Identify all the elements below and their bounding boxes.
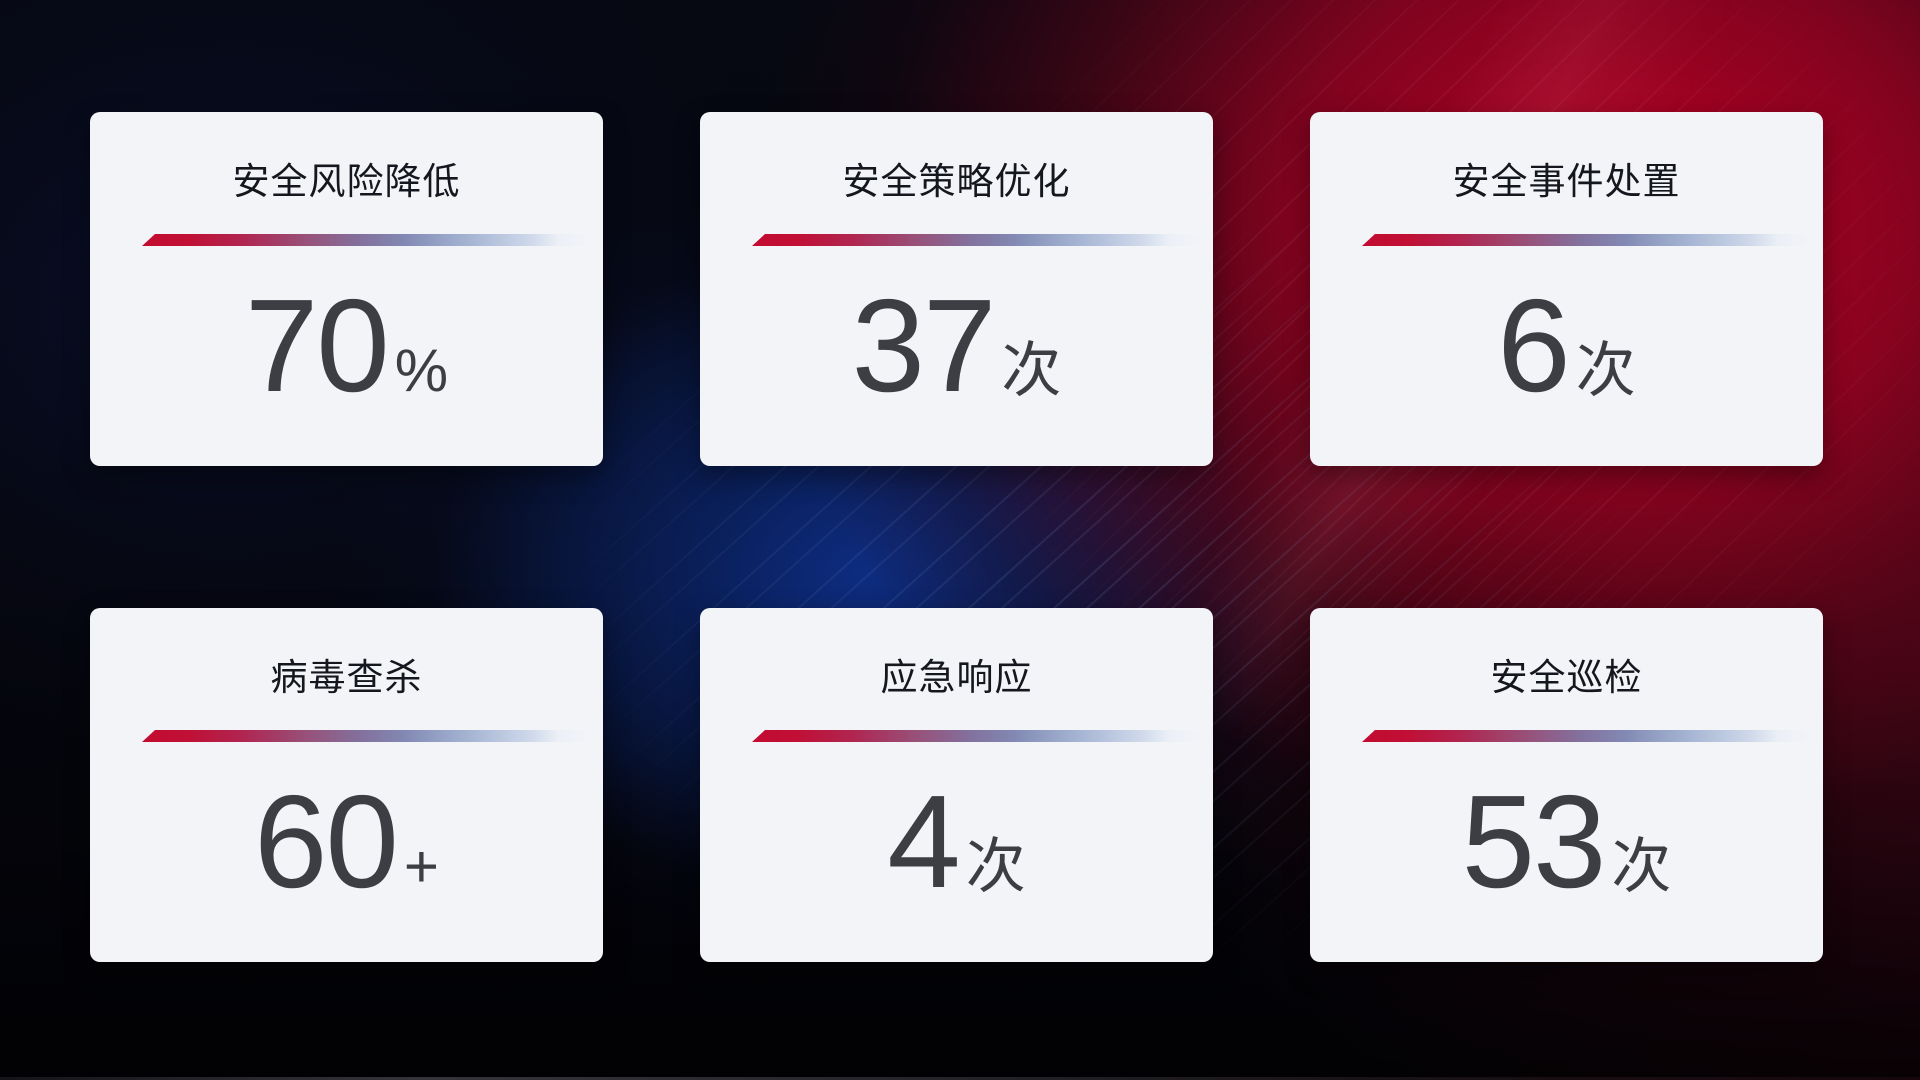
stat-value: 60 — [254, 768, 399, 915]
stat-unit: % — [394, 337, 449, 404]
stat-unit: 次 — [1611, 833, 1672, 900]
stat-card: 病毒查杀 60 + — [90, 608, 603, 962]
stat-card: 安全巡检 53 次 — [1310, 608, 1823, 962]
stat-card: 安全风险降低 70 % — [90, 112, 603, 466]
stat-card-title: 安全事件处置 — [1452, 161, 1681, 202]
stat-unit: + — [403, 833, 439, 900]
stat-figure: 70 % — [90, 280, 603, 412]
gradient-divider — [142, 730, 595, 742]
stat-unit: 次 — [1001, 337, 1062, 404]
gradient-divider — [752, 730, 1205, 742]
stat-figure: 53 次 — [1310, 776, 1823, 908]
stat-value: 70 — [244, 272, 390, 419]
stat-card-grid: 安全风险降低 70 % 安全策略优化 37 次 安全事件处置 6 次 病毒查杀 … — [90, 112, 1823, 962]
gradient-divider — [1362, 234, 1815, 246]
stat-figure: 60 + — [90, 776, 603, 908]
gradient-divider — [142, 234, 595, 246]
stat-card-title: 应急响应 — [880, 657, 1033, 698]
stat-figure: 6 次 — [1310, 280, 1823, 412]
gradient-divider — [752, 234, 1205, 246]
stat-value: 53 — [1461, 768, 1607, 915]
stat-card-title: 安全风险降低 — [232, 161, 461, 202]
stat-value: 6 — [1497, 272, 1570, 419]
stat-card: 应急响应 4 次 — [700, 608, 1213, 962]
stat-card-title: 安全策略优化 — [842, 161, 1071, 202]
stat-card-title: 安全巡检 — [1490, 657, 1643, 698]
stat-unit: 次 — [965, 833, 1026, 900]
stat-unit: 次 — [1575, 337, 1636, 404]
bottom-hairline — [0, 1077, 1920, 1080]
stat-value: 37 — [851, 272, 997, 419]
stat-value: 4 — [887, 768, 960, 915]
stat-figure: 37 次 — [700, 280, 1213, 412]
gradient-divider — [1362, 730, 1815, 742]
stat-card-title: 病毒查杀 — [270, 657, 423, 698]
stat-figure: 4 次 — [700, 776, 1213, 908]
stat-card: 安全策略优化 37 次 — [700, 112, 1213, 466]
stat-card: 安全事件处置 6 次 — [1310, 112, 1823, 466]
